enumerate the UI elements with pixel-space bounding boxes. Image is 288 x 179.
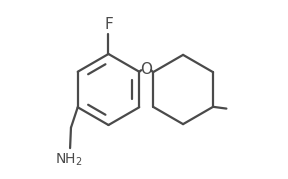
Text: NH$_2$: NH$_2$ — [55, 151, 83, 168]
Text: O: O — [140, 62, 152, 77]
Text: F: F — [104, 17, 113, 32]
